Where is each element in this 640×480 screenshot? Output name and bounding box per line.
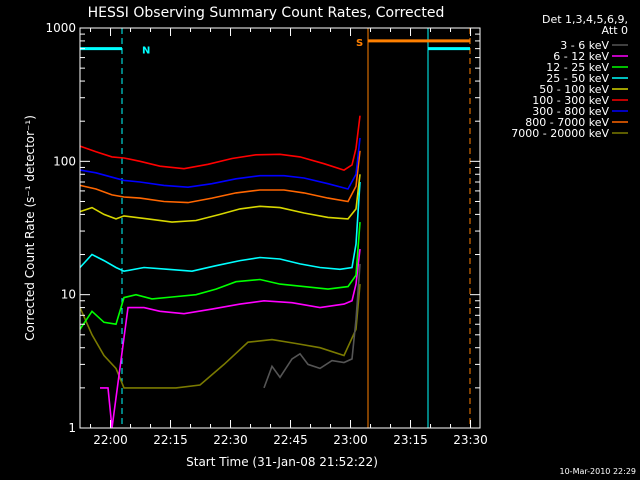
axis-ticks: 22:00 22:15 22:30 22:45 23:00 23:15 23:30 1 10 10… [45, 21, 487, 447]
chart-title: HESSI Observing Summary Count Rates, Cor… [88, 5, 445, 21]
series-line-1 [100, 248, 361, 429]
series-line-3 [79, 181, 361, 273]
x-tick-label-3: 22:45 [273, 433, 308, 447]
legend-entry-3: 25 - 50 keV [546, 72, 609, 85]
legend-entry-6: 300 - 800 keV [532, 105, 609, 118]
legend-entry-7: 800 - 7000 keV [525, 116, 609, 129]
legend-entry-5: 100 - 300 keV [532, 94, 609, 107]
x-tick-label-0: 22:00 [93, 433, 128, 447]
plot-area: NS [79, 28, 471, 429]
series-line-8 [79, 284, 361, 389]
series-line-4 [79, 174, 361, 223]
flag-label-2: S [356, 38, 363, 49]
legend-header-1: Att 0 [602, 24, 628, 37]
y-tick-label-1: 10 [61, 288, 76, 302]
y-tick-label-2: 100 [53, 154, 76, 168]
series-line-6 [79, 137, 361, 190]
legend-entry-4: 50 - 100 keV [539, 83, 609, 96]
legend-entry-0: 3 - 6 keV [560, 39, 609, 52]
date-stamp: 10-Mar-2010 22:29 [560, 467, 637, 476]
x-tick-label-4: 23:00 [333, 433, 368, 447]
y-tick-label-3: 1000 [45, 21, 76, 35]
y-axis-label: Corrected Count Rate (s⁻¹ detector⁻¹) [23, 115, 37, 341]
series-line-0 [263, 263, 361, 389]
series-line-5 [79, 115, 361, 171]
x-axis-label: Start Time (31-Jan-08 21:52:22) [186, 455, 378, 469]
series-line-7 [79, 150, 361, 204]
x-tick-label-5: 23:15 [393, 433, 428, 447]
x-tick-label-1: 22:15 [153, 433, 188, 447]
legend-entry-1: 6 - 12 keV [553, 50, 609, 63]
series-line-2 [79, 222, 361, 330]
x-tick-label-6: 23:30 [453, 433, 488, 447]
plot-frame [79, 27, 481, 429]
legend-entry-2: 12 - 25 keV [546, 61, 609, 74]
x-tick-label-2: 22:30 [213, 433, 248, 447]
flag-label-0: N [142, 46, 150, 57]
legend-entry-8: 7000 - 20000 keV [511, 127, 609, 140]
y-tick-label-0: 1 [68, 421, 76, 435]
legend-header-0: Det 1,3,4,5,6,9, [542, 13, 628, 26]
